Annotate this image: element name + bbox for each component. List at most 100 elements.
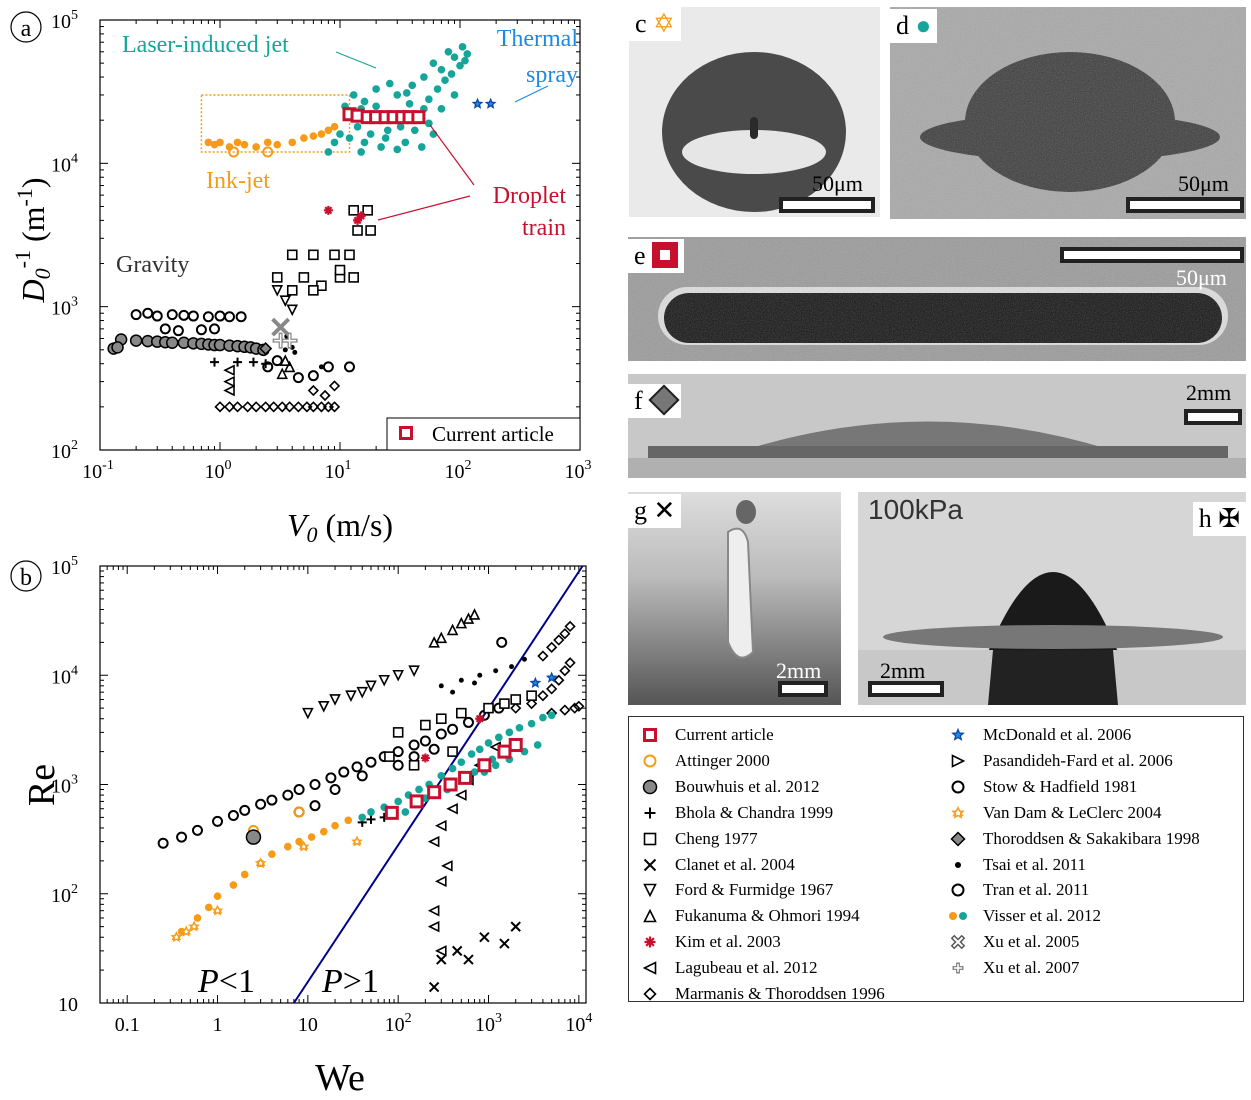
- legend-marker: [644, 936, 656, 948]
- data-point: [463, 50, 472, 58]
- data-point: [129, 334, 143, 347]
- legend-marker-shape: [644, 936, 656, 948]
- series-mcdonald-et-al-2006: [529, 671, 558, 688]
- data-point: [330, 138, 339, 147]
- series-xu-et-al-2007: [272, 332, 298, 349]
- data-point: [286, 285, 298, 296]
- droplet-image-c: [662, 52, 846, 212]
- legend-marker-shape: [951, 754, 966, 768]
- series-mcdonald-et-al-2006: [471, 97, 497, 109]
- data-point: [223, 364, 235, 377]
- data-point: [187, 310, 199, 322]
- series-ford-furmidge-1967: [271, 285, 299, 317]
- data-point: [529, 676, 542, 688]
- y-tick-label: 103: [51, 295, 78, 320]
- legend-label: Thoroddsen & Sakakibara 1998: [983, 828, 1200, 848]
- data-point: [450, 53, 459, 62]
- data-point: [353, 122, 362, 131]
- data-point: [408, 81, 417, 90]
- legend-marker-shape: [952, 962, 964, 974]
- data-point: [411, 110, 426, 125]
- data-point: [307, 833, 316, 841]
- data-point: [309, 779, 321, 790]
- data-point: [188, 920, 200, 932]
- data-point: [427, 785, 442, 800]
- legend-marker: [643, 832, 657, 845]
- droplet-image-d: [890, 7, 1246, 219]
- data-point: [130, 309, 142, 321]
- series-stow-hadfield-1981: [157, 636, 508, 849]
- data-point: [450, 91, 459, 99]
- data-point: [477, 758, 492, 773]
- scale-bar-d: [1126, 197, 1244, 213]
- data-point: [271, 272, 283, 283]
- photo-panel-d: d ● 50μm: [890, 7, 1246, 219]
- data-point: [435, 631, 448, 644]
- data-point: [242, 401, 254, 413]
- data-point: [214, 310, 226, 322]
- scale-bar-h: [868, 681, 944, 697]
- data-point: [282, 789, 294, 801]
- data-point: [262, 361, 274, 373]
- data-point: [268, 401, 280, 413]
- data-point: [392, 759, 404, 771]
- data-point: [510, 921, 521, 932]
- data-point: [384, 751, 395, 762]
- legend-marker: [951, 780, 965, 794]
- x-tick-label: 102: [385, 1011, 412, 1036]
- data-point: [213, 892, 222, 901]
- legend-item: Tsai et al. 2011: [947, 854, 1086, 876]
- data-point: [429, 59, 438, 67]
- data-point: [348, 205, 359, 216]
- legend-item: Visser et al. 2012: [947, 905, 1101, 927]
- legend-item: Current article: [639, 724, 774, 746]
- data-point: [210, 357, 220, 367]
- data-point: [228, 146, 240, 158]
- legend-label: Current article: [675, 725, 774, 744]
- p-equals-one-line: [293, 565, 584, 1004]
- data-point: [446, 623, 459, 636]
- series-cheng-1977: [271, 205, 376, 296]
- data-point: [521, 656, 527, 662]
- data-point: [499, 938, 510, 949]
- series-current-article: [342, 107, 426, 125]
- leader-line: [335, 51, 377, 69]
- series-bouwhuis-et-al-2012: [107, 333, 270, 357]
- y-tick-label: 104: [51, 151, 78, 176]
- data-point: [475, 745, 484, 754]
- data-point: [268, 850, 276, 859]
- data-point: [233, 357, 243, 367]
- data-point: [443, 777, 458, 792]
- data-point: [356, 770, 368, 782]
- legend-label: Xu et al. 2007: [983, 958, 1080, 978]
- data-point: [233, 138, 242, 147]
- legend-item: Bhola & Chandra 1999: [639, 802, 833, 824]
- data-point: [448, 764, 457, 773]
- panel-label-circle-a: [10, 11, 42, 43]
- cross-icon: ✠: [1218, 504, 1240, 533]
- photo-panel-g: g ✕ 2mm: [628, 492, 841, 705]
- legend-item: Stow & Hadfield 1981: [947, 776, 1137, 798]
- data-point: [493, 668, 499, 674]
- data-point: [293, 806, 305, 818]
- data-point: [212, 815, 224, 827]
- data-point: [329, 783, 341, 795]
- data-point: [331, 821, 339, 830]
- legend-label: Bouwhuis et al. 2012: [675, 776, 820, 796]
- data-point: [209, 323, 221, 335]
- legend-marker-shape: [951, 883, 965, 897]
- data-point: [463, 954, 474, 965]
- scale-bar-c: [779, 197, 875, 213]
- data-point: [428, 981, 440, 993]
- data-point: [392, 746, 404, 758]
- data-point: [323, 205, 333, 215]
- legend-marker: [952, 962, 964, 974]
- data-point: [484, 97, 497, 109]
- data-point: [564, 657, 576, 669]
- data-point: [372, 85, 380, 93]
- data-point: [263, 138, 272, 147]
- data-point: [329, 694, 341, 706]
- data-point: [527, 719, 536, 728]
- square-icon: [652, 242, 679, 268]
- diamond-icon: [648, 384, 680, 416]
